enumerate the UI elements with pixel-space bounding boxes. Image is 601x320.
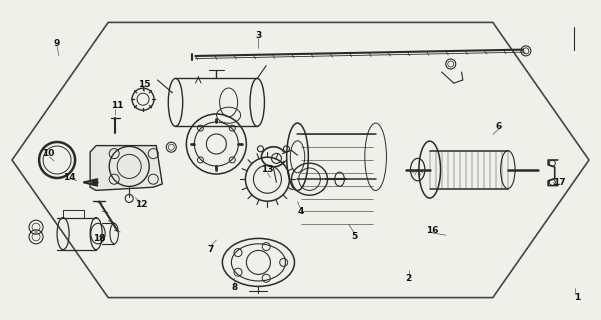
Text: 16: 16 — [427, 226, 439, 235]
Text: 5: 5 — [352, 232, 358, 241]
Text: 10: 10 — [42, 149, 54, 158]
Text: 17: 17 — [552, 178, 566, 187]
Text: 7: 7 — [207, 245, 213, 254]
Polygon shape — [90, 146, 162, 190]
Text: 6: 6 — [496, 122, 502, 131]
Text: 4: 4 — [297, 207, 304, 216]
Text: 18: 18 — [93, 234, 105, 243]
Text: 1: 1 — [574, 293, 580, 302]
Text: 8: 8 — [231, 284, 237, 292]
Polygon shape — [12, 22, 589, 298]
Text: 3: 3 — [255, 31, 261, 40]
Text: 11: 11 — [111, 101, 123, 110]
Circle shape — [92, 180, 98, 185]
Text: 14: 14 — [63, 173, 76, 182]
Text: 15: 15 — [138, 80, 150, 89]
Text: 12: 12 — [135, 200, 147, 209]
Text: 13: 13 — [261, 165, 273, 174]
Text: 2: 2 — [406, 274, 412, 283]
Text: 9: 9 — [54, 39, 60, 48]
